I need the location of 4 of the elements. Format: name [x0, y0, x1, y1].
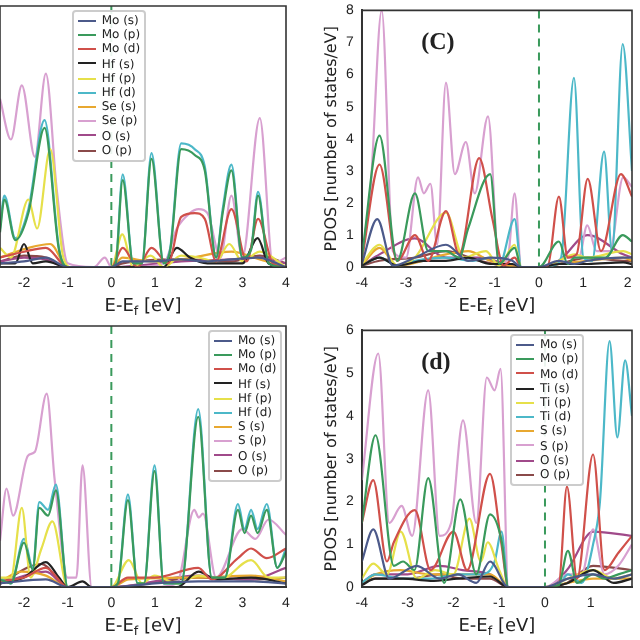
annotation: (C) [421, 26, 455, 55]
annotation: (d) [421, 346, 451, 375]
y-axis-title: PDOS [number of states/eV] [322, 346, 341, 572]
y-axis-title: PDOS [number of states/eV] [322, 26, 341, 252]
